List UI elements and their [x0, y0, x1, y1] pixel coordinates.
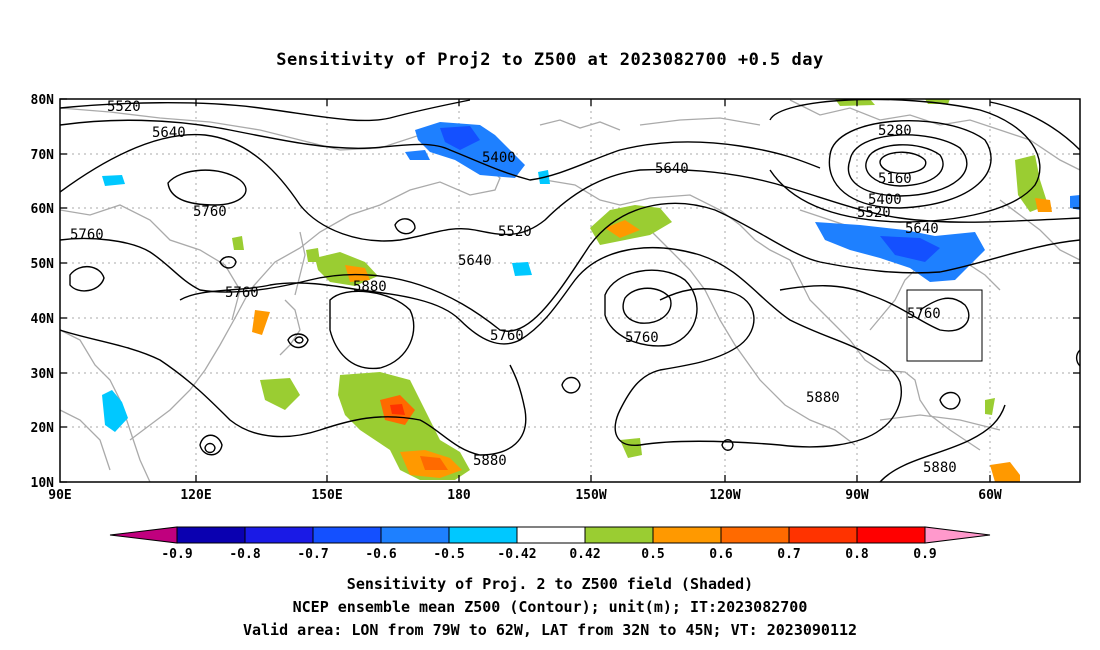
contour-label: 5760 [225, 285, 259, 301]
colorbar [109, 526, 991, 544]
colorbar-swatch [380, 526, 450, 544]
lon-label: 60W [978, 488, 1002, 503]
colorbar-swatch [788, 526, 858, 544]
lon-label: 180 [447, 488, 471, 503]
contour-label: 5160 [878, 171, 912, 187]
colorbar-swatch [584, 526, 654, 544]
colorbar-swatch [244, 526, 314, 544]
contour-label: 5880 [473, 453, 507, 469]
colorbar-label: 0.6 [709, 547, 733, 562]
lon-label: 150E [311, 488, 342, 503]
lon-label: 90W [845, 488, 869, 503]
contour-label: 5640 [655, 161, 689, 177]
contour-label: 5760 [625, 330, 659, 346]
colorbar-label: -0.7 [297, 547, 328, 562]
axis-ticks [60, 98, 1080, 483]
lat-label: 50N [31, 257, 55, 272]
positive-patches [232, 99, 1052, 482]
colorbar-labels: -0.9 -0.8 -0.7 -0.6 -0.5 -0.42 0.42 0.5 … [161, 547, 936, 562]
negative-patches [102, 122, 1080, 432]
contour-label: 5280 [878, 123, 912, 139]
colorbar-label: 0.9 [913, 547, 936, 562]
contour-label: 5640 [458, 253, 492, 269]
colorbar-swatch [176, 526, 246, 544]
lat-label: 30N [31, 367, 55, 382]
colorbar-upper-triangle [924, 526, 991, 544]
colorbar-label: -0.8 [229, 547, 260, 562]
lon-label: 90E [48, 488, 71, 503]
colorbar-label: 0.7 [777, 547, 800, 562]
shaded-sensitivity [102, 99, 1080, 482]
contour-label: 5880 [353, 279, 387, 295]
colorbar-lower-triangle [109, 526, 178, 544]
colorbar-label: 0.8 [845, 547, 869, 562]
contour-label: 5520 [857, 205, 891, 221]
colorbar-swatch [516, 526, 586, 544]
colorbar-swatch [856, 526, 926, 544]
lat-label: 80N [31, 93, 55, 108]
colorbar-swatch [448, 526, 518, 544]
contour-label: 5640 [905, 221, 939, 237]
latitude-labels: 80N 70N 60N 50N 40N 30N 20N 10N [31, 93, 55, 491]
colorbar-label: 0.42 [569, 547, 600, 562]
colorbar-label: -0.6 [365, 547, 396, 562]
colorbar-label: 0.5 [641, 547, 664, 562]
graticule [60, 99, 1080, 482]
contour-label: 5640 [152, 125, 186, 141]
lon-label: 150W [575, 488, 606, 503]
contour-labels: 5520 5640 5760 5760 5400 5520 5640 5760 … [70, 99, 957, 476]
map-frame [59, 98, 1081, 483]
longitude-labels: 90E 120E 150E 180 150W 120W 90W 60W [48, 488, 1002, 503]
caption-line: Sensitivity of Proj. 2 to Z500 field (Sh… [346, 575, 754, 593]
lon-label: 120E [180, 488, 211, 503]
contour-label: 5400 [868, 192, 902, 208]
contour-label: 5760 [907, 306, 941, 322]
caption-line: Valid area: LON from 79W to 62W, LAT fro… [242, 621, 858, 639]
lat-label: 70N [31, 148, 55, 163]
valid-area-box [906, 289, 983, 362]
colorbar-label: -0.9 [161, 547, 192, 562]
figure-captions: Sensitivity of Proj. 2 to Z500 field (Sh… [0, 573, 1100, 642]
lat-label: 10N [31, 476, 55, 491]
chart-title: Sensitivity of Proj2 to Z500 at 20230827… [276, 50, 824, 70]
lat-label: 60N [31, 202, 55, 217]
caption-line: NCEP ensemble mean Z500 (Contour); unit(… [292, 598, 808, 616]
contour-label: 5400 [482, 150, 516, 166]
lat-label: 40N [31, 312, 55, 327]
lat-label: 20N [31, 421, 55, 436]
colorbar-swatch [312, 526, 382, 544]
lon-label: 120W [709, 488, 740, 503]
colorbar-label: -0.5 [433, 547, 464, 562]
colorbar-label: -0.42 [497, 547, 536, 562]
colorbar-swatch [720, 526, 790, 544]
contour-label: 5520 [498, 224, 532, 240]
contour-label: 5880 [923, 460, 957, 476]
contour-label: 5760 [193, 204, 227, 220]
contour-label: 5880 [806, 390, 840, 406]
contour-label: 5760 [70, 227, 104, 243]
contour-label: 5520 [107, 99, 141, 115]
contour-label: 5760 [490, 328, 524, 344]
colorbar-swatch [652, 526, 722, 544]
